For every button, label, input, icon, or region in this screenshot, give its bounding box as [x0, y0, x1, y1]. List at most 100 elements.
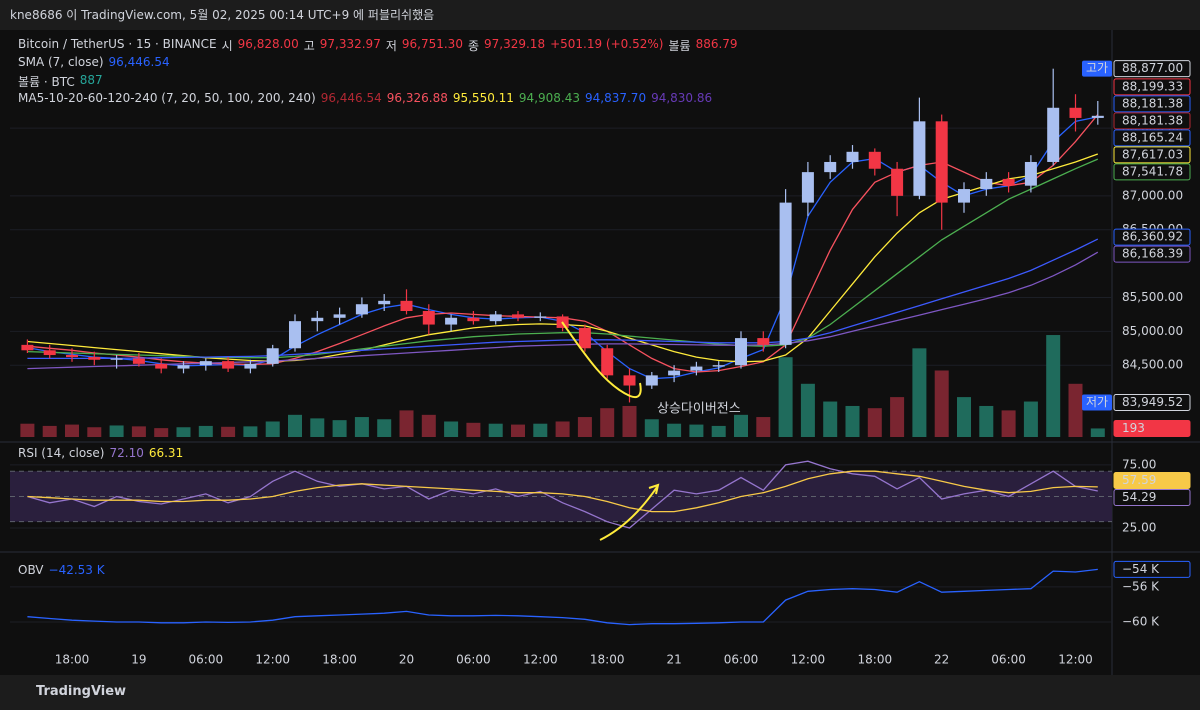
axis-label: 88,181.38 [1122, 113, 1183, 127]
candle-body [645, 375, 658, 386]
footer: TradingView [0, 675, 1200, 710]
ma-legend: MA5-10-20-60-120-240 (7, 20, 50, 100, 20… [18, 91, 316, 105]
volume-bar [1090, 428, 1105, 437]
volume-bar [734, 414, 748, 437]
axis-label: 87,541.78 [1122, 164, 1183, 178]
volume-bar [421, 414, 436, 437]
volume-bar [867, 408, 882, 437]
volume-bar [65, 424, 79, 437]
volume-bar [912, 348, 927, 437]
brand: TradingView [36, 684, 127, 699]
legend: OBV −42.53 K [18, 563, 105, 577]
ohlc-value: 97,329.18 [484, 37, 546, 51]
candle-body [779, 202, 792, 345]
volume-bar [1068, 383, 1083, 437]
volume-legend-value: 887 [79, 73, 103, 87]
candle-body [378, 300, 391, 305]
x-tick-label: 22 [934, 653, 949, 667]
ma-value: 94,830.86 [651, 91, 713, 105]
candle-body [690, 366, 703, 371]
candle-body [1002, 178, 1015, 186]
indicator-title: OBV [18, 563, 44, 577]
y-tick-label: −60 K [1122, 614, 1160, 628]
candle-body [846, 151, 859, 162]
axis-label-box [1113, 488, 1191, 506]
candle-body [333, 314, 346, 318]
y-tick-label: 75.00 [1122, 457, 1156, 471]
volume-bar [934, 370, 949, 437]
volume-bar [243, 426, 258, 437]
candle-body [199, 361, 212, 366]
legend: RSI (14, close) 72.10 66.31 [18, 446, 183, 460]
axis-label-box [1113, 146, 1191, 164]
candle-body [244, 363, 257, 369]
volume-bar [800, 383, 815, 437]
candle-body [801, 172, 814, 203]
volume-bar [354, 417, 369, 437]
ohlc-value: 96,751.30 [401, 37, 463, 51]
volume-bar [1046, 335, 1061, 437]
volume-bar [667, 423, 682, 437]
candle-body [735, 338, 747, 366]
ohlc-label: 저 [385, 39, 397, 53]
volume-bar [265, 421, 280, 437]
candle-body [757, 338, 770, 345]
volume-bar [890, 397, 905, 437]
ohlc-label: 시 [221, 39, 233, 53]
volume-bar [42, 425, 57, 437]
volume-bar [154, 428, 169, 437]
x-tick-label: 12:00 [1058, 653, 1093, 667]
axis-label-box [1113, 228, 1191, 246]
axis-label-box [1113, 78, 1191, 96]
axis-label: 87,617.03 [1122, 147, 1183, 161]
candle-body [1024, 161, 1037, 186]
volume-bar [711, 425, 726, 437]
volume-bar [310, 418, 325, 437]
background [0, 30, 1200, 675]
ohlc-label: 종 [467, 39, 479, 53]
volume-bar [288, 414, 302, 437]
x-tick-label: 12:00 [791, 653, 826, 667]
volume-bar [176, 427, 191, 437]
axis-label: 83,949.52 [1122, 395, 1183, 409]
candle-body [980, 178, 993, 190]
x-tick-label: 21 [666, 653, 681, 667]
volume-bar [109, 425, 124, 437]
axis-label-box [1113, 560, 1191, 578]
x-tick-label: 18:00 [322, 653, 357, 667]
ohlc-label: 고 [303, 39, 315, 53]
volume-bar [823, 401, 838, 437]
candle-body [289, 321, 301, 349]
indicator-value: −42.53 K [48, 563, 105, 577]
axis-label-box [1113, 419, 1191, 437]
volume-bar [756, 417, 771, 437]
volume-bar [555, 421, 570, 437]
volume-bar [957, 397, 971, 437]
ohlc-value: 97,332.97 [319, 37, 381, 51]
volume-bar [979, 405, 994, 437]
candle-body [623, 375, 636, 386]
drawing [561, 321, 642, 399]
volume-bar [377, 419, 392, 437]
candle-body [66, 355, 78, 358]
candle-body [1069, 107, 1082, 118]
y-tick-label: 87,000.00 [1122, 188, 1183, 202]
legend: SMA (7, close) 96,446.54 [18, 55, 170, 69]
volume-bar [600, 408, 615, 437]
axis-label: 88,165.24 [1122, 130, 1183, 144]
axis-tag: 저가 [1086, 395, 1108, 409]
candle-body [155, 363, 168, 369]
volume-legend: 볼륨 · BTC [18, 75, 75, 89]
publisher: kne8686 이 TradingView.com, 5월 02, 2025 0… [10, 8, 435, 22]
axis-label-box [1113, 60, 1191, 78]
line [27, 470, 1098, 513]
axis-label-box [1113, 95, 1191, 113]
volume-bar [644, 419, 659, 437]
volume-bar [511, 424, 525, 437]
volume-bar [444, 421, 459, 437]
axis-label: 57.59 [1122, 473, 1156, 487]
x-tick-label: 06:00 [724, 653, 759, 667]
x-tick-label: 06:00 [189, 653, 224, 667]
indicator-title: RSI (14, close) [18, 446, 105, 460]
